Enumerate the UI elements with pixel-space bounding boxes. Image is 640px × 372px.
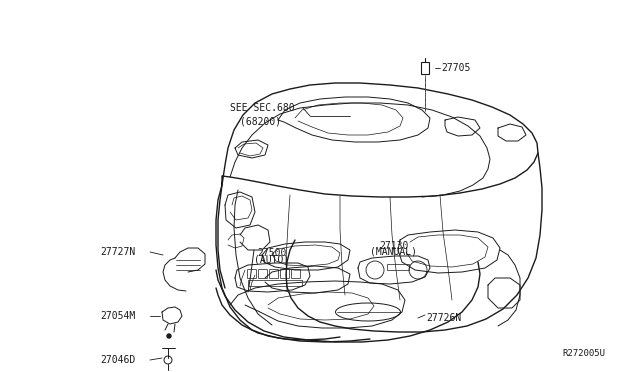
Text: (68200): (68200) xyxy=(240,117,281,127)
Bar xyxy=(248,280,302,286)
Text: 27130: 27130 xyxy=(380,241,409,251)
Text: R272005U: R272005U xyxy=(562,350,605,359)
Text: (AUTO): (AUTO) xyxy=(254,254,290,264)
Text: 27727N: 27727N xyxy=(100,247,135,257)
Circle shape xyxy=(167,334,171,338)
Text: (MANUAL): (MANUAL) xyxy=(371,247,417,257)
Text: SEE SEC.680: SEE SEC.680 xyxy=(230,103,294,113)
Text: 27046D: 27046D xyxy=(100,355,135,365)
Text: 27054M: 27054M xyxy=(100,311,135,321)
Text: 27705: 27705 xyxy=(441,63,470,73)
Text: 27500: 27500 xyxy=(257,248,287,258)
Text: 27726N: 27726N xyxy=(426,313,461,323)
Bar xyxy=(387,264,409,270)
